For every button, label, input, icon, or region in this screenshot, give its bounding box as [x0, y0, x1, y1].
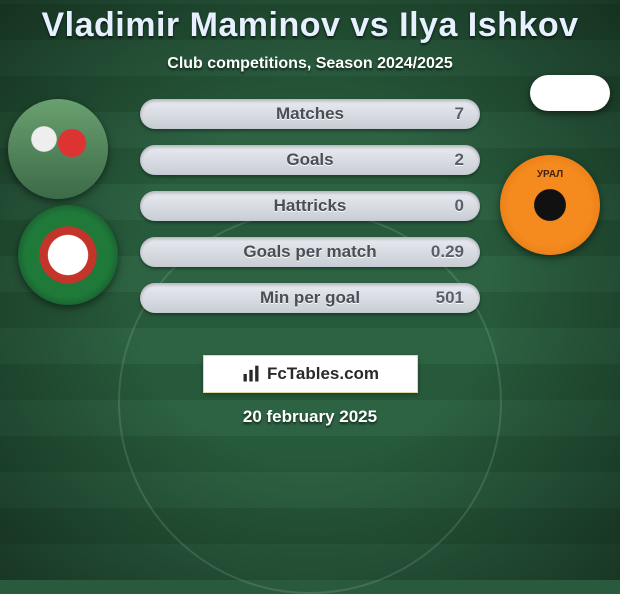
- stat-label: Goals per match: [243, 242, 376, 262]
- comparison-card: Vladimir Maminov vs Ilya Ishkov Club com…: [0, 0, 620, 427]
- stage: Matches 7 Goals 2 Hattricks 0 Goals per …: [0, 99, 620, 349]
- stat-value: 501: [436, 288, 464, 308]
- player-right-avatar: [530, 75, 610, 111]
- brand-card: FcTables.com: [203, 355, 418, 393]
- stat-row: Goals 2: [140, 145, 480, 175]
- subtitle: Club competitions, Season 2024/2025: [0, 55, 620, 73]
- stat-label: Hattricks: [274, 196, 347, 216]
- stat-bars: Matches 7 Goals 2 Hattricks 0 Goals per …: [140, 99, 480, 329]
- bar-chart-icon: [241, 364, 261, 384]
- stat-label: Min per goal: [260, 288, 360, 308]
- club-right-crest: [500, 155, 600, 255]
- club-left-crest: [18, 205, 118, 305]
- page-title: Vladimir Maminov vs Ilya Ishkov: [0, 6, 620, 45]
- stat-value: 2: [455, 150, 464, 170]
- player-photo-placeholder: [8, 99, 108, 199]
- stat-row: Min per goal 501: [140, 283, 480, 313]
- stat-row: Matches 7: [140, 99, 480, 129]
- player-left-avatar: [8, 99, 108, 199]
- stat-label: Goals: [286, 150, 333, 170]
- stat-label: Matches: [276, 104, 344, 124]
- brand-text: FcTables.com: [267, 364, 379, 384]
- stat-value: 0.29: [431, 242, 464, 262]
- stat-value: 7: [455, 104, 464, 124]
- stat-value: 0: [455, 196, 464, 216]
- stat-row: Hattricks 0: [140, 191, 480, 221]
- stat-row: Goals per match 0.29: [140, 237, 480, 267]
- snapshot-date: 20 february 2025: [0, 407, 620, 427]
